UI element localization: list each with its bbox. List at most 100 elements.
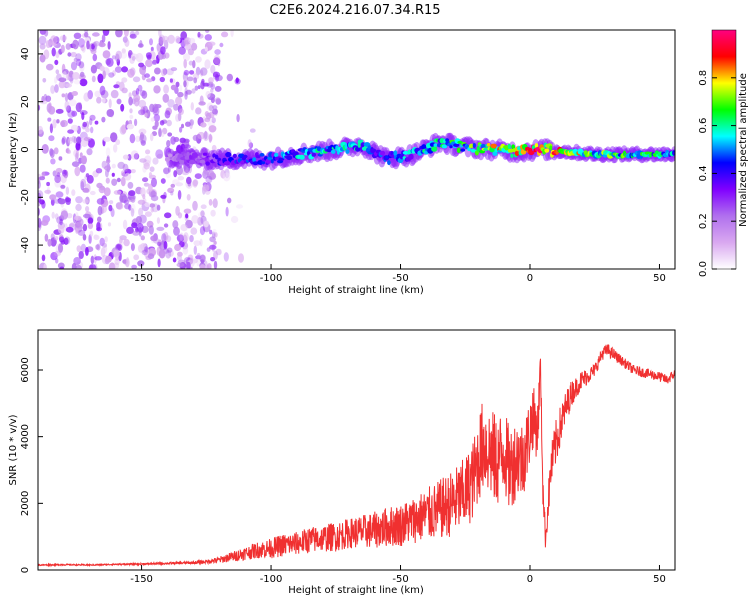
heatmap-noise-cell bbox=[154, 120, 159, 128]
heatmap-noise-cell bbox=[213, 57, 221, 66]
heatmap-noise-cell bbox=[227, 197, 232, 204]
heatmap-noise-cell bbox=[89, 190, 96, 196]
heatmap-noise-cell bbox=[212, 198, 218, 209]
heatmap-noise-cell bbox=[177, 190, 182, 200]
heatmap-noise-cell bbox=[124, 203, 131, 210]
heatmap-ridge-cell bbox=[196, 158, 201, 164]
heatmap-noise-cell bbox=[128, 190, 136, 197]
heatmap-noise-cell bbox=[149, 166, 155, 172]
heatmap-noise-cell bbox=[182, 53, 191, 62]
heatmap-noise-cell bbox=[77, 229, 86, 236]
heatmap-noise-cell bbox=[104, 165, 111, 171]
heatmap-noise-cell bbox=[115, 139, 121, 146]
heatmap-noise-cell bbox=[67, 52, 72, 57]
heatmap-ridge-cell bbox=[255, 155, 261, 159]
heatmap-noise-cell bbox=[92, 32, 100, 37]
heatmap-noise-cell bbox=[179, 126, 183, 133]
heatmap-noise-cell bbox=[82, 234, 87, 241]
heatmap-ridge-cell bbox=[214, 154, 219, 160]
heatmap-noise-cell bbox=[64, 92, 69, 102]
heatmap-noise-cell bbox=[164, 110, 171, 119]
heatmap-noise-cell bbox=[184, 37, 190, 46]
heatmap-noise-cell bbox=[121, 77, 128, 83]
heatmap-noise-cell bbox=[102, 70, 106, 79]
heatmap-noise-cell bbox=[104, 236, 108, 243]
heatmap-ridge-cell bbox=[367, 145, 371, 150]
heatmap-noise-cell bbox=[38, 104, 41, 111]
heatmap-ridge-cell bbox=[252, 161, 259, 166]
heatmap-noise-cell bbox=[96, 96, 102, 104]
heatmap-noise-cell bbox=[58, 77, 67, 83]
heatmap-noise-cell bbox=[80, 178, 87, 188]
heatmap-noise-cell bbox=[38, 190, 44, 199]
y-tick-label: 6000 bbox=[20, 357, 31, 382]
heatmap-noise-cell bbox=[204, 130, 208, 140]
heatmap-noise-cell bbox=[192, 60, 196, 69]
colorbar-tick-label: 0.8 bbox=[698, 70, 709, 86]
heatmap-noise-cell bbox=[156, 241, 162, 246]
heatmap-noise-cell bbox=[141, 90, 148, 99]
heatmap-noise-cell bbox=[192, 134, 199, 141]
heatmap-noise-cell bbox=[46, 63, 54, 71]
heatmap-noise-cell bbox=[179, 232, 184, 241]
heatmap-noise-cell bbox=[60, 44, 65, 54]
heatmap-ridge-cell bbox=[480, 144, 487, 149]
spectrogram-y-label: Frequency (Hz) bbox=[8, 112, 19, 188]
heatmap-ridge-cell bbox=[441, 144, 448, 149]
heatmap-noise-cell bbox=[103, 244, 108, 254]
spectrogram-x-label: Height of straight line (km) bbox=[288, 285, 424, 296]
heatmap-noise-cell bbox=[85, 173, 90, 178]
colorbar-tick-label: 0.4 bbox=[698, 165, 709, 181]
heatmap-noise-cell bbox=[62, 169, 67, 177]
heatmap-noise-cell bbox=[134, 118, 138, 127]
heatmap-noise-cell bbox=[130, 169, 136, 174]
y-tick-label: 20 bbox=[20, 95, 31, 108]
heatmap-noise-cell bbox=[86, 40, 90, 50]
heatmap-noise-cell bbox=[165, 249, 172, 259]
colorbar: 0.0 0.2 0.4 0.6 0.8 Normalized spectral ampl… bbox=[698, 29, 749, 277]
heatmap-noise-cell bbox=[89, 230, 94, 237]
heatmap-noise-cell bbox=[79, 78, 88, 87]
heatmap-noise-cell bbox=[152, 106, 160, 116]
heatmap-noise-cell bbox=[58, 156, 63, 161]
heatmap-ridge-cell bbox=[258, 159, 263, 165]
heatmap-noise-cell bbox=[213, 250, 218, 260]
heatmap-noise-cell bbox=[210, 64, 216, 74]
heatmap-noise-cell bbox=[83, 213, 91, 219]
heatmap-noise-cell bbox=[166, 247, 173, 253]
heatmap-noise-cell bbox=[111, 172, 115, 177]
heatmap-noise-cell bbox=[166, 140, 171, 147]
heatmap-noise-cell bbox=[211, 231, 216, 239]
heatmap-noise-cell bbox=[178, 46, 186, 55]
heatmap-noise-cell bbox=[74, 152, 79, 162]
heatmap-ridge-cell bbox=[483, 147, 489, 151]
heatmap-noise-cell bbox=[65, 226, 74, 233]
heatmap-noise-cell bbox=[110, 89, 119, 99]
heatmap-noise-cell bbox=[133, 153, 140, 160]
heatmap-noise-cell bbox=[93, 234, 100, 241]
heatmap-noise-cell bbox=[155, 149, 164, 159]
heatmap-noise-cell bbox=[80, 44, 85, 52]
heatmap-ridge-cell bbox=[457, 140, 463, 144]
heatmap-noise-cell bbox=[108, 98, 112, 109]
heatmap-noise-cell bbox=[187, 48, 194, 56]
heatmap-ridge-cell bbox=[191, 152, 198, 158]
heatmap-noise-cell bbox=[177, 91, 184, 98]
y-tick-label: -40 bbox=[20, 237, 31, 253]
heatmap-ridge-cell bbox=[164, 156, 171, 162]
heatmap-noise-cell bbox=[152, 59, 158, 65]
heatmap-noise-cell bbox=[82, 121, 87, 128]
heatmap-ridge-cell bbox=[549, 145, 553, 151]
heatmap-noise-cell bbox=[167, 99, 175, 108]
heatmap-noise-cell bbox=[69, 77, 74, 84]
heatmap-ridge-cell bbox=[486, 142, 491, 147]
heatmap-noise-cell bbox=[172, 257, 177, 263]
heatmap-noise-cell bbox=[138, 99, 147, 108]
heatmap-noise-cell bbox=[130, 243, 135, 252]
heatmap-noise-cell bbox=[163, 84, 170, 94]
heatmap-noise-cell bbox=[160, 68, 167, 77]
heatmap-ridge-cell bbox=[456, 147, 461, 153]
heatmap-noise-cell bbox=[195, 56, 202, 63]
heatmap-noise-cell bbox=[166, 119, 172, 127]
heatmap-noise-cell bbox=[138, 62, 145, 68]
